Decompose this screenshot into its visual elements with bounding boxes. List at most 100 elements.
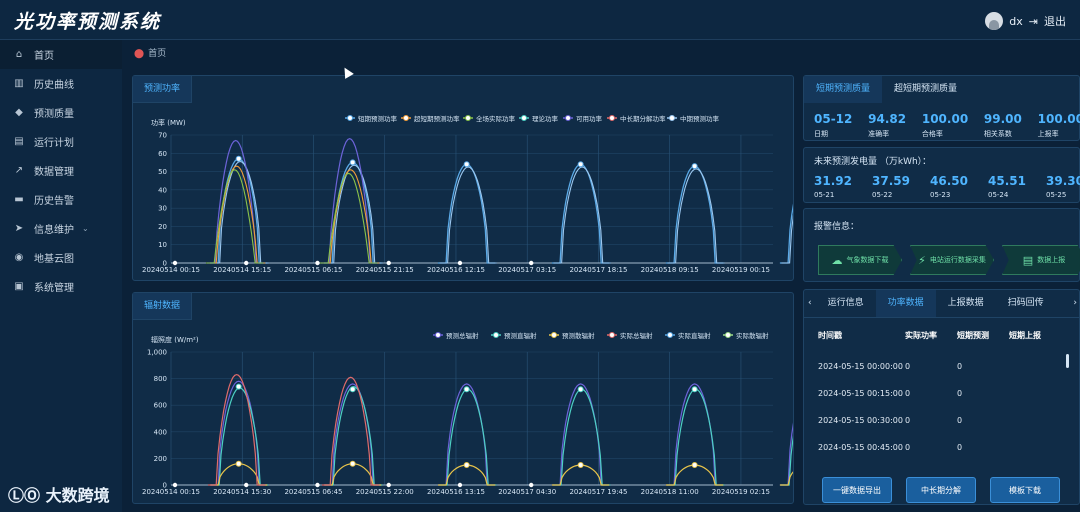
data-point[interactable]	[691, 462, 698, 469]
legend-marker	[609, 332, 615, 338]
sidebar: ⌂ 首页 ▥ 历史曲线 ◆ 预测质量 ▤ 运行计划 ↗ 数据管理 ▬ 历史告警 ➤ 信息维护 ⌄ ◉ 地基云图 ▣…	[0, 40, 122, 512]
alarm-item[interactable]: ⚡ 电站运行数据采集	[910, 245, 994, 275]
x-tick-label: 20240515 06:15	[284, 266, 342, 274]
avatar[interactable]	[985, 12, 1004, 30]
legend-item[interactable]: 预测总辐射	[433, 331, 479, 340]
data-point[interactable]	[315, 482, 320, 488]
legend-item[interactable]: 中期预测功率	[667, 114, 720, 123]
data-point[interactable]	[529, 482, 534, 488]
sidebar-item-0[interactable]: ⌂ 首页	[0, 40, 122, 69]
series-line-actual	[319, 172, 378, 264]
sidebar-item-label: 预测质量	[34, 109, 74, 120]
y-tick-label: 10	[158, 241, 167, 249]
data-point[interactable]	[172, 260, 178, 266]
data-point[interactable]	[235, 383, 242, 390]
sidebar-item-5[interactable]: ▬ 历史告警	[0, 185, 122, 214]
data-point[interactable]	[691, 163, 698, 170]
alarm-item[interactable]: ☁ 气象数据下载	[818, 245, 902, 275]
breadcrumb-home[interactable]: 首页	[148, 49, 167, 59]
alarm-item[interactable]: ▤ 数据上报	[1002, 245, 1080, 275]
template-download-button[interactable]: 模板下载	[990, 477, 1060, 503]
folder-icon: ▬	[14, 194, 24, 205]
tab-run-info[interactable]: 运行信息	[827, 298, 864, 308]
sidebar-item-6[interactable]: ➤ 信息维护 ⌄	[0, 214, 122, 243]
legend-item[interactable]: 实际散辐射	[723, 331, 769, 340]
data-point[interactable]	[457, 260, 463, 266]
legend-item[interactable]: 预测直辐射	[491, 331, 537, 340]
data-point[interactable]	[529, 260, 534, 266]
legend-item[interactable]: 理论功率	[519, 114, 559, 123]
legend-item[interactable]: 短期预测功率	[345, 114, 398, 123]
data-point[interactable]	[386, 482, 391, 488]
alarm-title: 报警信息：	[814, 222, 860, 232]
tab-ultra-short-quality[interactable]: 超短期预测质量	[894, 84, 958, 94]
legend-marker	[521, 115, 527, 121]
legend-marker	[609, 115, 615, 121]
x-tick-label: 20240518 09:15	[641, 266, 699, 274]
data-point[interactable]	[235, 155, 242, 162]
series-line-mid-term	[667, 168, 725, 264]
sidebar-item-2[interactable]: ◆ 预测质量	[0, 98, 122, 127]
quality-stat: 99.00 相关系数	[984, 112, 1022, 139]
y-tick-label: 70	[158, 132, 167, 140]
table-row[interactable]: 2024-05-15 00:30:00 0 0	[818, 416, 1061, 425]
legend-label: 预测总辐射	[446, 331, 479, 340]
username[interactable]: dx	[1009, 14, 1023, 28]
legend-item[interactable]: 实际直辐射	[665, 331, 711, 340]
data-point[interactable]	[244, 482, 249, 488]
data-point[interactable]	[349, 460, 356, 467]
legend-item[interactable]: 实际总辐射	[607, 331, 653, 340]
logout-link[interactable]: 退出	[1044, 15, 1066, 28]
table-row[interactable]: 2024-05-15 00:00:00 0 0	[818, 362, 1061, 371]
legend-item[interactable]: 中长期分解功率	[607, 114, 666, 123]
data-point[interactable]	[577, 161, 584, 168]
tab-scan-return[interactable]: 扫码回传	[1007, 298, 1044, 308]
data-point[interactable]	[463, 462, 470, 469]
table-cell	[1009, 362, 1061, 371]
data-point[interactable]	[315, 260, 320, 266]
quality-stats: 05-12 日期 94.82 准确率 100.00 合格率 99.00 相关系数 100.00 上…	[814, 112, 1080, 139]
data-point[interactable]	[691, 386, 698, 393]
data-point[interactable]	[235, 460, 242, 467]
split-button[interactable]: 中长期分解	[906, 477, 976, 503]
logout-icon[interactable]: ⇥	[1028, 14, 1038, 28]
tab-report-data[interactable]: 上报数据	[947, 298, 984, 308]
table-scrollbar[interactable]	[1066, 354, 1069, 368]
forecast-date: 05-25	[1046, 191, 1067, 199]
legend-marker	[465, 115, 471, 121]
data-point[interactable]	[457, 482, 463, 488]
data-point[interactable]	[244, 260, 249, 266]
forecast-day: 31.92 05-21	[814, 174, 852, 199]
tab-short-term-quality[interactable]: 短期预测质量	[804, 76, 883, 103]
tab-power-data[interactable]: 功率数据	[875, 290, 936, 317]
chevron-down-icon: ⌄	[82, 224, 89, 233]
tab-radiation[interactable]: 辐射数据	[133, 293, 193, 320]
table-row[interactable]: 2024-05-15 00:45:00 0 0	[818, 443, 1061, 452]
user-area: dx ⇥ 退出	[985, 12, 1066, 30]
data-point[interactable]	[349, 386, 356, 393]
data-point[interactable]	[349, 159, 356, 166]
legend-item[interactable]: 全场实际功率	[463, 114, 516, 123]
tab-power-forecast[interactable]: 预测功率	[133, 76, 193, 103]
sidebar-item-7[interactable]: ◉ 地基云图	[0, 243, 122, 272]
data-point[interactable]	[463, 161, 470, 168]
table-header: 时间戳 实际功率 短期预测 短期上报	[818, 330, 1061, 341]
sidebar-item-1[interactable]: ▥ 历史曲线	[0, 69, 122, 98]
sidebar-item-4[interactable]: ↗ 数据管理	[0, 156, 122, 185]
sidebar-item-label: 数据管理	[34, 167, 74, 178]
legend-item[interactable]: 超短期预测功率	[401, 114, 460, 123]
data-point[interactable]	[577, 462, 584, 469]
data-point[interactable]	[577, 386, 584, 393]
export-button[interactable]: 一键数据导出	[822, 477, 892, 503]
table-row[interactable]: 2024-05-15 00:15:00 0 0	[818, 389, 1061, 398]
legend-item[interactable]: 可用功率	[563, 114, 603, 123]
data-point[interactable]	[463, 386, 470, 393]
legend-item[interactable]: 预测散辐射	[549, 331, 595, 340]
quality-stat-label: 相关系数	[983, 130, 1012, 138]
tab-next-arrow[interactable]: ›	[1073, 298, 1077, 308]
sidebar-item-3[interactable]: ▤ 运行计划	[0, 127, 122, 156]
sidebar-item-8[interactable]: ▣ 系统管理	[0, 272, 122, 301]
tab-prev-arrow[interactable]: ‹	[808, 298, 812, 308]
data-point[interactable]	[386, 260, 391, 266]
data-point[interactable]	[172, 482, 178, 488]
